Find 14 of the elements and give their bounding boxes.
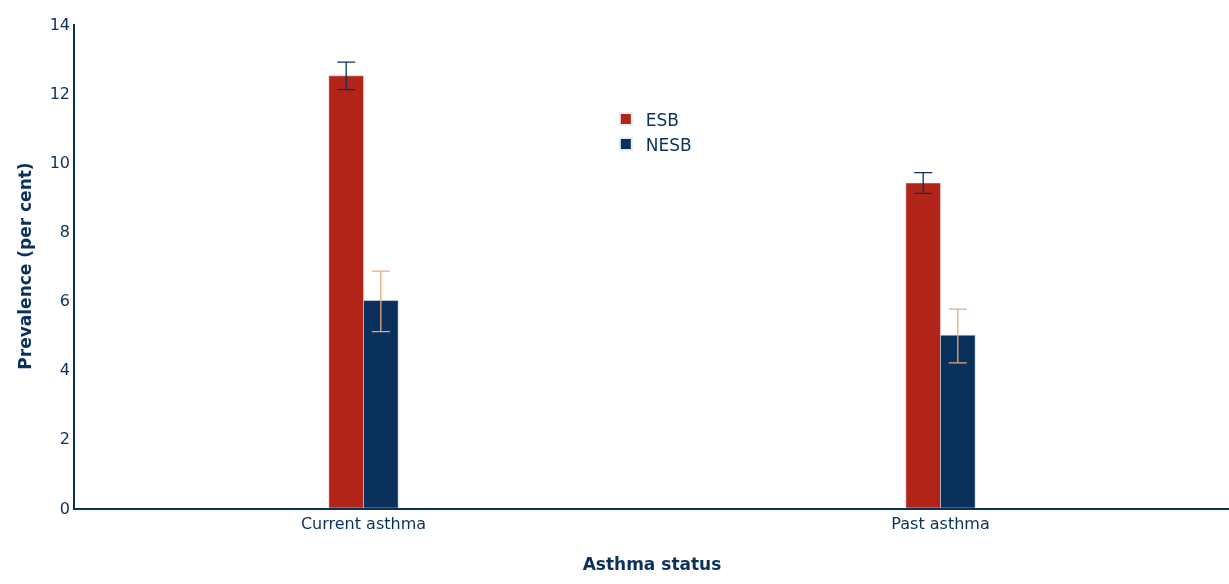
y-tick-label: 6 [59,291,71,311]
y-tick-label: 2 [59,429,71,449]
y-tick-label: 10 [49,152,71,172]
x-axis-title: Asthma status [582,553,722,574]
x-tick-label: Past asthma [891,513,990,533]
y-tick-label: 8 [59,222,71,242]
legend-label: NESB [645,134,692,155]
legend-label: ESB [645,109,680,130]
y-tick-label: 12 [49,83,71,103]
y-axis-title: Prevalence (per cent) [14,162,35,370]
x-tick-label: Current asthma [300,513,427,533]
y-tick-label: 14 [49,14,71,34]
y-tick-label: 4 [59,360,71,380]
y-tick-label: 0 [59,498,71,518]
